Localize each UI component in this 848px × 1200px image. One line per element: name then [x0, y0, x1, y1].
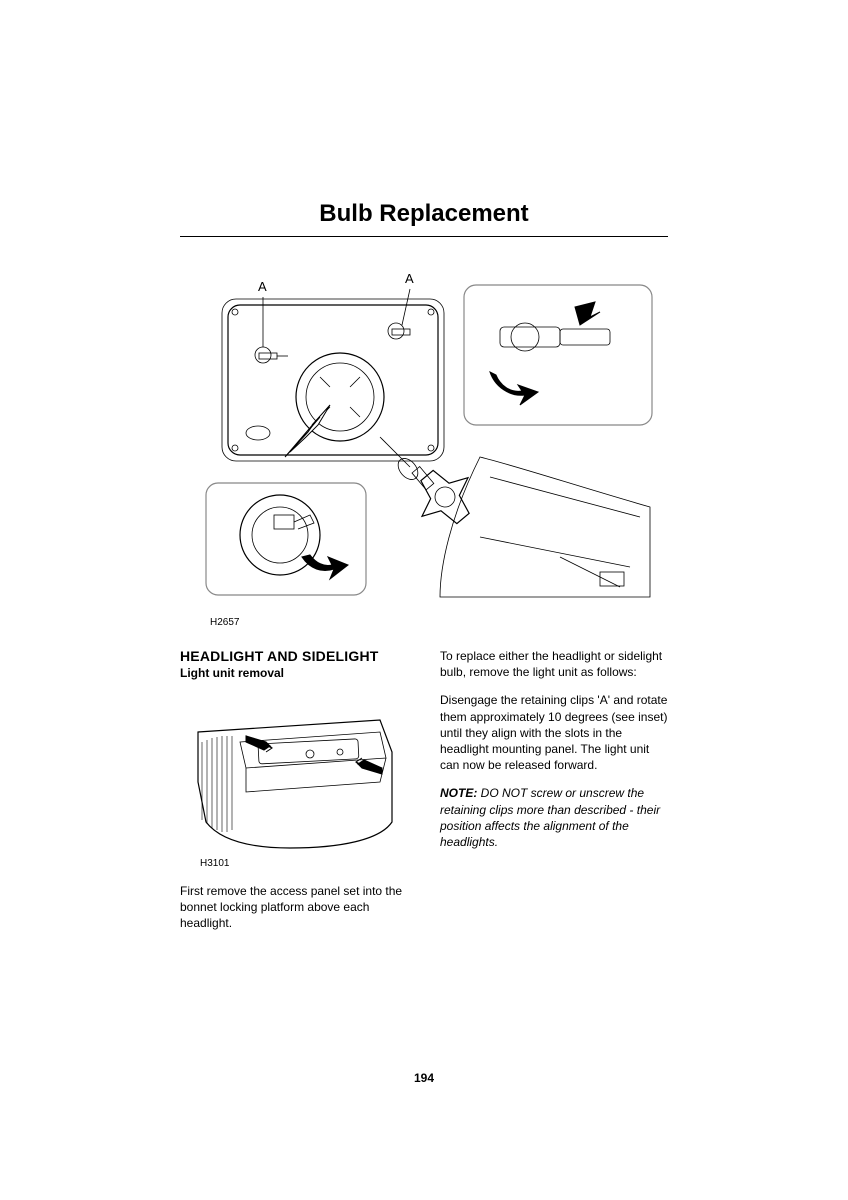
- page-title: Bulb Replacement: [180, 200, 668, 237]
- right-column: To replace either the headlight or sidel…: [440, 648, 668, 944]
- sub-figure-svg: [180, 692, 410, 852]
- callout-label-a1: A: [258, 279, 267, 294]
- main-figure-svg: [180, 257, 668, 607]
- left-column: HEADLIGHT AND SIDELIGHT Light unit remov…: [180, 648, 410, 944]
- note-paragraph: NOTE: DO NOT screw or unscrew the retain…: [440, 785, 668, 850]
- main-technical-figure: A A: [180, 257, 668, 607]
- page-number: 194: [0, 1071, 848, 1085]
- right-paragraph-1: To replace either the headlight or sidel…: [440, 648, 668, 680]
- note-label: NOTE:: [440, 786, 477, 800]
- callout-label-a2: A: [405, 271, 414, 286]
- two-column-layout: HEADLIGHT AND SIDELIGHT Light unit remov…: [180, 648, 668, 944]
- right-paragraph-2: Disengage the retaining clips 'A' and ro…: [440, 692, 668, 773]
- left-paragraph-1: First remove the access panel set into t…: [180, 883, 410, 932]
- main-figure-ref: H2657: [210, 617, 668, 628]
- sub-figure: [180, 692, 410, 852]
- section-heading: HEADLIGHT AND SIDELIGHT: [180, 648, 410, 664]
- section-subheading: Light unit removal: [180, 666, 410, 680]
- sub-figure-ref: H3101: [200, 858, 410, 869]
